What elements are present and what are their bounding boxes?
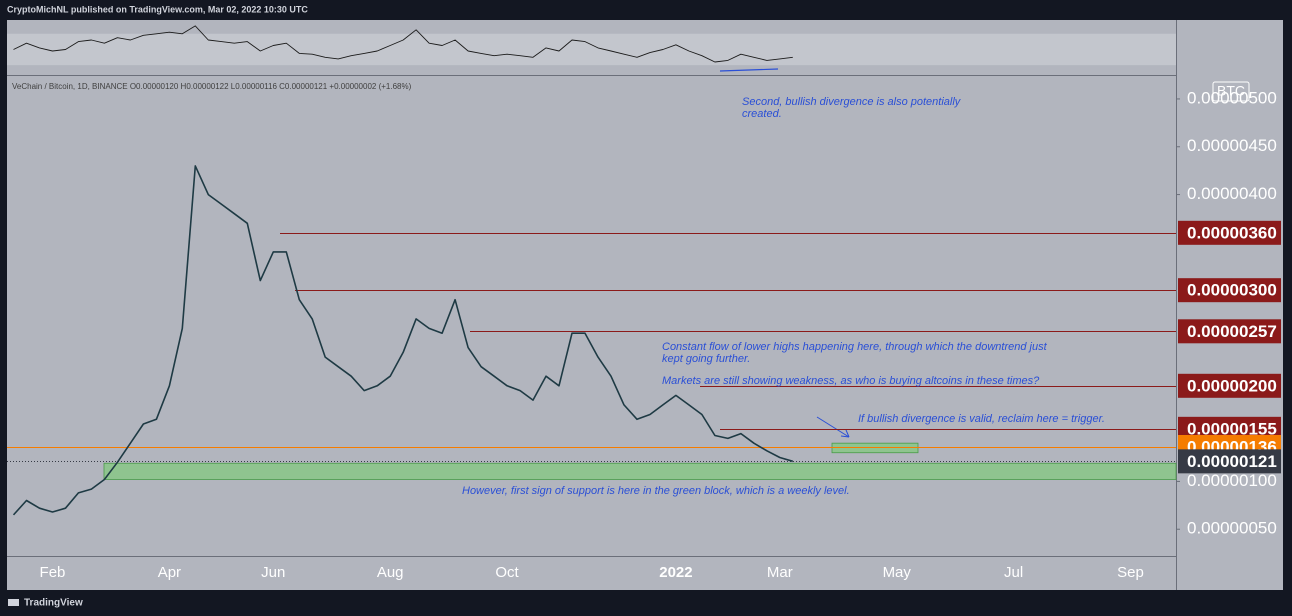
x-tick-label: Aug (377, 564, 404, 581)
price-line (12, 165, 794, 516)
support-zone (103, 462, 1177, 480)
y-tick-label: 0.00000500 (1187, 88, 1277, 107)
currency-box (1212, 81, 1250, 102)
annotation-arrow (816, 416, 850, 438)
x-tick-label: Sep (1117, 564, 1144, 581)
footer: TradingView (24, 598, 83, 609)
x-tick-label: May (883, 564, 912, 581)
level-label-box (1178, 449, 1281, 474)
y-tick-label: 0.00000400 (1187, 184, 1277, 203)
x-tick-label: Mar (767, 564, 793, 581)
y-tick-label: 0.00000050 (1187, 519, 1277, 538)
level-label: 0.00000200 (1187, 376, 1277, 395)
x-tick-label: Feb (40, 564, 66, 581)
y-tick-label: 0.00000450 (1187, 136, 1277, 155)
annotation: If bullish divergence is valid, reclaim … (858, 413, 1105, 425)
annotation: Markets are still showing weakness, as w… (662, 375, 1040, 387)
level-label: 0.00000300 (1187, 281, 1277, 300)
annotation: Constant flow of lower highs happening h… (662, 341, 1047, 365)
x-tick-label: Jul (1004, 564, 1023, 581)
divergence-line (719, 68, 779, 72)
level-label-box (1178, 319, 1281, 344)
x-tick-label: 2022 (659, 564, 692, 581)
chart-background (7, 20, 1283, 590)
level-label: 0.00000257 (1187, 322, 1277, 341)
level-label-box (1178, 220, 1281, 245)
y-tick-label: 0.00000100 (1187, 471, 1277, 490)
level-label: 0.00000360 (1187, 223, 1277, 242)
level-label-box (1178, 373, 1281, 398)
annotation-arrowhead (840, 429, 850, 438)
level-label-box (1178, 278, 1281, 303)
x-tick-label: Apr (158, 564, 181, 581)
rsi-band (7, 33, 1176, 66)
currency: BTC (1217, 83, 1245, 99)
legend-text: VeChain / Bitcoin, 1D, BINANCE O0.000001… (12, 82, 412, 91)
annotation: However, first sign of support is here i… (462, 485, 850, 497)
level-label: 0.00000121 (1187, 452, 1277, 471)
annotation: Second, bullish divergence is also poten… (742, 96, 961, 120)
level-label: 0.00000155 (1187, 419, 1277, 438)
x-tick-label: Oct (495, 564, 519, 581)
header: CryptoMichNL published on TradingView.co… (7, 4, 308, 14)
footer-logo (8, 599, 19, 606)
x-tick-label: Jun (261, 564, 285, 581)
rsi-line (13, 25, 793, 63)
